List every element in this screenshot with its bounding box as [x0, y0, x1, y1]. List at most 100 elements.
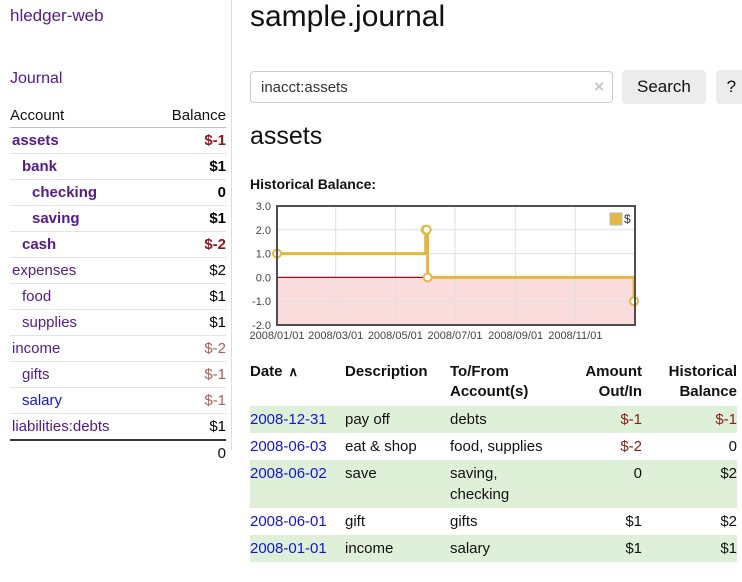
accounts-column-header: To/From Account(s) — [450, 363, 529, 400]
sidebar-account-row: supplies $1 — [10, 310, 226, 336]
table-row: 2008-01-01 income salary $1 $1 — [250, 535, 737, 562]
sidebar-account-balance: 0 — [217, 184, 226, 201]
register-description: gift — [345, 513, 366, 530]
table-row: 2008-06-03 eat & shop food, supplies $-2 0 — [250, 433, 737, 460]
sidebar-account-balance: $1 — [209, 158, 226, 175]
sidebar-account-balance: $1 — [209, 210, 226, 227]
table-row: 2008-12-31 pay off debts $-1 $-1 — [250, 406, 737, 433]
clear-search-icon[interactable]: × — [594, 77, 604, 96]
sidebar-account-link-liabilities-debts[interactable]: liabilities:debts — [12, 418, 110, 435]
sidebar-account-link-supplies[interactable]: supplies — [22, 314, 78, 331]
sidebar-account-balance: $1 — [209, 314, 226, 331]
register-amount: $-1 — [620, 411, 642, 428]
register-date-link[interactable]: 2008-06-03 — [250, 438, 327, 455]
search-input-wrap: × — [250, 71, 613, 103]
app-title-link[interactable]: hledger-web — [10, 6, 104, 25]
sidebar-account-link-bank[interactable]: bank — [22, 158, 58, 175]
legend-label: $ — [624, 212, 631, 226]
accounts-table: Account Balance assets $-1 bank $1 checking 0… — [10, 103, 226, 465]
search-button[interactable]: Search — [622, 70, 706, 104]
sidebar-account-row: expenses $2 — [10, 258, 226, 284]
x-axis-tick-label: 2008/03/01 — [308, 330, 363, 342]
register-accounts: salary — [450, 540, 491, 557]
sidebar-account-row: bank $1 — [10, 154, 226, 180]
search-bar: × Search ? — [250, 70, 742, 104]
sidebar-account-link-salary[interactable]: salary — [22, 392, 63, 409]
sidebar-account-link-checking[interactable]: checking — [32, 184, 98, 201]
sidebar-account-row: assets $-1 — [10, 128, 226, 154]
legend-swatch — [609, 212, 623, 226]
register-accounts: gifts — [450, 513, 478, 530]
table-row: 2008-06-01 gift gifts $1 $2 — [250, 508, 737, 535]
main-content: sample.journal × Search ? assets Histori… — [249, 0, 742, 582]
register-description: pay off — [345, 411, 390, 428]
register-table-header: Date ∧ Description To/From Account(s) Amo… — [250, 362, 737, 402]
register-balance: $1 — [720, 540, 737, 557]
sidebar-account-link-food[interactable]: food — [22, 288, 52, 305]
account-column-header: Account — [10, 106, 65, 124]
sidebar-account-balance: $-2 — [204, 236, 226, 253]
sidebar-account-balance: $-1 — [204, 366, 226, 383]
sidebar-account-balance: $-1 — [204, 132, 226, 149]
table-row: 2008-06-02 save saving, checking 0 $2 — [250, 460, 737, 508]
register-table-body: 2008-12-31 pay off debts $-1 $-1 2008-06-03 ea… — [250, 406, 737, 562]
register-accounts: food, supplies — [450, 438, 543, 455]
register-balance: $-1 — [715, 411, 737, 428]
sidebar-item-journal[interactable]: Journal — [10, 70, 63, 87]
balance-column-header: Balance — [171, 106, 226, 124]
y-axis-tick-label: 3.0 — [256, 201, 271, 213]
sidebar-account-link-assets[interactable]: assets — [12, 132, 59, 149]
sidebar-account-row: checking 0 — [10, 180, 226, 206]
register-balance: 0 — [728, 438, 737, 455]
sidebar-account-row: cash $-2 — [10, 232, 226, 258]
chart-title: Historical Balance: — [250, 176, 377, 192]
register-balance: $2 — [720, 513, 737, 530]
sidebar-account-row: income $-2 — [10, 336, 226, 362]
x-axis-tick-label: 2008/09/01 — [488, 330, 543, 342]
register-date-link[interactable]: 2008-06-02 — [250, 465, 327, 482]
register-description: save — [345, 465, 377, 482]
register-table: Date ∧ Description To/From Account(s) Amo… — [250, 362, 737, 562]
description-column-header: Description — [345, 363, 428, 380]
sidebar-account-balance: $1 — [209, 418, 226, 435]
register-amount: 0 — [633, 465, 642, 482]
sidebar-account-rows: assets $-1 bank $1 checking 0 saving $1 cash $-2 e… — [10, 128, 226, 439]
sidebar-account-link-saving[interactable]: saving — [32, 210, 80, 227]
x-axis-tick-label: 2008/05/01 — [368, 330, 423, 342]
plot-border — [276, 205, 636, 326]
y-axis-tick-label: 1.0 — [256, 249, 271, 261]
sidebar-account-balance: $1 — [209, 288, 226, 305]
register-date-link[interactable]: 2008-12-31 — [250, 411, 327, 428]
sidebar-account-row: gifts $-1 — [10, 362, 226, 388]
data-point-marker — [422, 272, 433, 283]
register-accounts: debts — [450, 411, 487, 428]
sidebar-account-row: food $1 — [10, 284, 226, 310]
register-description: eat & shop — [345, 438, 417, 455]
y-axis-tick-label: 0.0 — [256, 272, 271, 284]
register-amount: $1 — [625, 513, 642, 530]
sidebar-account-row: saving $1 — [10, 206, 226, 232]
register-amount: $1 — [625, 540, 642, 557]
balance-column-header-main: Historical Balance — [668, 363, 737, 400]
y-axis-tick-label: 2.0 — [256, 225, 271, 237]
sidebar-account-link-income[interactable]: income — [12, 340, 61, 357]
x-axis-tick-label: 2008/01/01 — [249, 330, 304, 342]
help-button[interactable]: ? — [715, 70, 742, 104]
date-column-header[interactable]: Date ∧ — [250, 363, 299, 380]
register-accounts: saving, checking — [450, 465, 510, 503]
sidebar-account-link-gifts[interactable]: gifts — [22, 366, 50, 383]
sidebar-account-link-expenses[interactable]: expenses — [12, 262, 77, 279]
sidebar-account-link-cash[interactable]: cash — [22, 236, 57, 253]
page-title: sample.journal — [250, 0, 446, 33]
register-date-link[interactable]: 2008-06-01 — [250, 513, 327, 530]
register-balance: $2 — [720, 465, 737, 482]
accounts-table-header: Account Balance — [10, 103, 226, 128]
register-date-link[interactable]: 2008-01-01 — [250, 540, 327, 557]
search-input[interactable] — [250, 71, 613, 103]
sidebar-account-balance: $-1 — [204, 392, 226, 409]
sidebar: hledger-web Journal Account Balance asse… — [0, 0, 232, 462]
y-axis-tick-label: -2.0 — [252, 320, 271, 332]
amount-column-header: Amount Out/In — [585, 363, 642, 400]
